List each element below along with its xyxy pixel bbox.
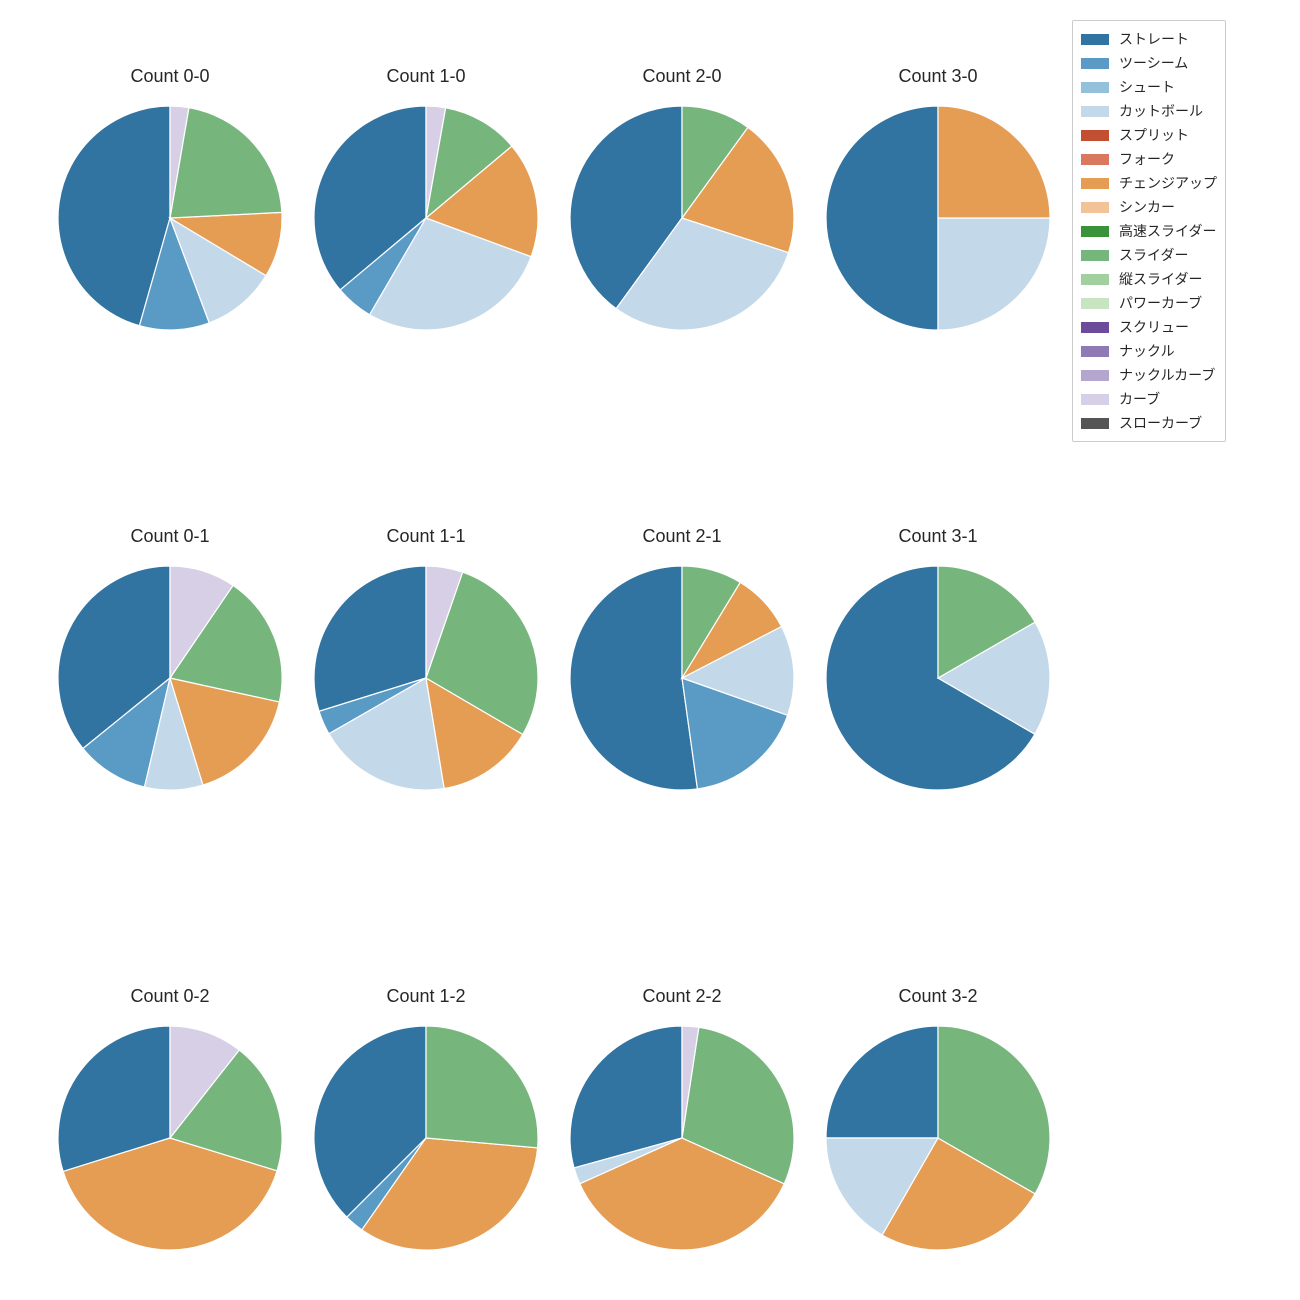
legend-label: スクリュー <box>1119 317 1189 337</box>
legend-item: カーブ <box>1081 387 1217 411</box>
legend-item: スローカーブ <box>1081 411 1217 435</box>
pie-slice <box>170 108 282 218</box>
pie-slice <box>826 1026 938 1138</box>
pie-chart <box>824 564 1052 792</box>
legend-item: ナックル <box>1081 339 1217 363</box>
legend-swatch <box>1081 130 1109 141</box>
chart-title: Count 1-2 <box>386 986 465 1007</box>
legend-item: シンカー <box>1081 195 1217 219</box>
legend-swatch <box>1081 34 1109 45</box>
legend-swatch <box>1081 202 1109 213</box>
pie-chart <box>568 564 796 792</box>
legend-swatch <box>1081 274 1109 285</box>
legend-label: スローカーブ <box>1119 413 1202 433</box>
pie-slice <box>826 106 938 330</box>
pie-chart <box>312 564 540 792</box>
legend-item: スプリット <box>1081 123 1217 147</box>
pie-chart <box>312 1024 540 1252</box>
legend-swatch <box>1081 178 1109 189</box>
legend-swatch <box>1081 154 1109 165</box>
chart-title: Count 1-1 <box>386 526 465 547</box>
chart-title: Count 3-0 <box>898 66 977 87</box>
legend-label: 縦スライダー <box>1119 269 1202 289</box>
legend: ストレートツーシームシュートカットボールスプリットフォークチェンジアップシンカー… <box>1072 20 1226 442</box>
legend-swatch <box>1081 370 1109 381</box>
chart-title: Count 2-1 <box>642 526 721 547</box>
legend-item: スクリュー <box>1081 315 1217 339</box>
pie-slice <box>570 566 697 790</box>
pie-chart <box>56 104 284 332</box>
legend-label: パワーカーブ <box>1119 293 1202 313</box>
legend-swatch <box>1081 82 1109 93</box>
pie-slice <box>938 106 1050 218</box>
legend-label: 高速スライダー <box>1119 221 1216 241</box>
pie-chart <box>824 1024 1052 1252</box>
chart-title: Count 3-1 <box>898 526 977 547</box>
chart-title: Count 2-2 <box>642 986 721 1007</box>
legend-label: スライダー <box>1119 245 1188 265</box>
legend-label: ツーシーム <box>1119 53 1188 73</box>
legend-label: ナックルカーブ <box>1119 365 1215 385</box>
legend-item: パワーカーブ <box>1081 291 1217 315</box>
legend-swatch <box>1081 106 1109 117</box>
legend-label: シュート <box>1119 77 1175 97</box>
legend-item: 高速スライダー <box>1081 219 1217 243</box>
legend-swatch <box>1081 346 1109 357</box>
pie-slice <box>938 218 1050 330</box>
chart-title: Count 0-2 <box>130 986 209 1007</box>
chart-title: Count 0-1 <box>130 526 209 547</box>
chart-title: Count 2-0 <box>642 66 721 87</box>
legend-swatch <box>1081 58 1109 69</box>
pie-chart <box>824 104 1052 332</box>
legend-label: シンカー <box>1119 197 1175 217</box>
legend-label: ストレート <box>1119 29 1189 49</box>
legend-item: フォーク <box>1081 147 1217 171</box>
legend-item: ナックルカーブ <box>1081 363 1217 387</box>
pie-chart <box>568 104 796 332</box>
legend-swatch <box>1081 394 1109 405</box>
pie-chart <box>56 1024 284 1252</box>
legend-item: 縦スライダー <box>1081 267 1217 291</box>
figure: 45.610.110.79.421.5Count 0-036.15.527.81… <box>0 0 1300 1300</box>
pie-chart <box>56 564 284 792</box>
legend-item: ストレート <box>1081 27 1217 51</box>
legend-label: カーブ <box>1119 389 1160 409</box>
chart-title: Count 3-2 <box>898 986 977 1007</box>
legend-swatch <box>1081 226 1109 237</box>
legend-swatch <box>1081 418 1109 429</box>
chart-title: Count 0-0 <box>130 66 209 87</box>
legend-swatch <box>1081 250 1109 261</box>
legend-item: シュート <box>1081 75 1217 99</box>
chart-title: Count 1-0 <box>386 66 465 87</box>
legend-label: ナックル <box>1119 341 1175 361</box>
legend-swatch <box>1081 298 1109 309</box>
legend-label: スプリット <box>1119 125 1189 145</box>
pie-chart <box>568 1024 796 1252</box>
legend-label: チェンジアップ <box>1119 173 1217 193</box>
legend-item: チェンジアップ <box>1081 171 1217 195</box>
legend-item: カットボール <box>1081 99 1217 123</box>
pie-slice <box>426 1026 538 1148</box>
legend-label: フォーク <box>1119 149 1175 169</box>
legend-label: カットボール <box>1119 101 1203 121</box>
legend-swatch <box>1081 322 1109 333</box>
legend-item: ツーシーム <box>1081 51 1217 75</box>
legend-item: スライダー <box>1081 243 1217 267</box>
pie-chart <box>312 104 540 332</box>
